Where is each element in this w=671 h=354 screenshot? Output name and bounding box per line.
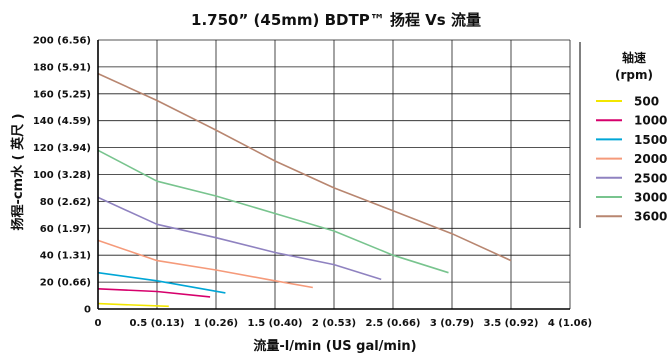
- legend-label-3600: 3600: [634, 210, 667, 224]
- series-line-2000-rpm: [97, 239, 313, 289]
- x-tick-label: 1.5 (0.40): [247, 318, 302, 329]
- series-line-500-rpm: [97, 302, 169, 308]
- x-axis-label: 流量-l/min (US gal/min): [253, 338, 416, 354]
- legend-title-line-1: 轴速: [622, 50, 646, 65]
- legend: 轴速 (rpm) 500 1000 1500 2000 2500 3000 3600: [579, 42, 667, 228]
- legend-label-1000: 1000: [634, 114, 667, 128]
- y-tick-label: 200 (6.56): [33, 36, 91, 47]
- x-tick-label: 1 (0.26): [194, 318, 238, 329]
- legend-title-line-2: (rpm): [615, 68, 653, 82]
- y-axis-label: 扬程-cm水 ( 英尺 ): [10, 113, 26, 230]
- legend-label-1500: 1500: [634, 133, 667, 147]
- series-line-2500-rpm: [97, 196, 382, 281]
- x-tick-label: 2 (0.53): [312, 318, 356, 329]
- legend-label-2000: 2000: [634, 152, 667, 166]
- y-tick-label: 100 (3.28): [33, 170, 91, 181]
- legend-label-500: 500: [634, 95, 659, 109]
- series-line-3000-rpm: [97, 149, 449, 274]
- x-tick-label: 4 (1.06): [548, 318, 592, 329]
- y-tick-label: 80 (2.62): [40, 197, 91, 208]
- x-tick-label: 3.5 (0.92): [483, 318, 538, 329]
- y-tick-label: 160 (5.25): [33, 89, 91, 100]
- series-line-1000-rpm: [97, 288, 211, 298]
- grid: [98, 39, 571, 309]
- y-tick-label: 0: [84, 305, 91, 316]
- series-line-1500-rpm: [97, 271, 226, 294]
- y-tick-label: 20 (0.66): [40, 278, 91, 289]
- x-tick-label: 3 (0.79): [430, 318, 474, 329]
- y-tick-label: 180 (5.91): [33, 62, 91, 73]
- chart-title: 1.750” (45mm) BDTP™ 扬程 Vs 流量: [191, 11, 481, 29]
- y-tick-label: 40 (1.31): [40, 251, 91, 262]
- y-tick-label: 140 (4.59): [33, 116, 91, 127]
- axes: [97, 40, 570, 310]
- legend-label-3000: 3000: [634, 191, 667, 205]
- series-line-3600-rpm: [97, 72, 512, 262]
- x-tick-label: 0: [95, 318, 102, 329]
- tick-labels: 0 20 (0.66) 40 (1.31) 60 (1.97) 80 (2.62) 100…: [33, 36, 592, 330]
- x-tick-label: 2.5 (0.66): [365, 318, 420, 329]
- series-lines: [97, 72, 512, 308]
- legend-label-2500: 2500: [634, 171, 667, 185]
- y-tick-label: 120 (3.94): [33, 143, 91, 154]
- y-tick-label: 60 (1.97): [40, 224, 91, 235]
- x-tick-label: 0.5 (0.13): [129, 318, 184, 329]
